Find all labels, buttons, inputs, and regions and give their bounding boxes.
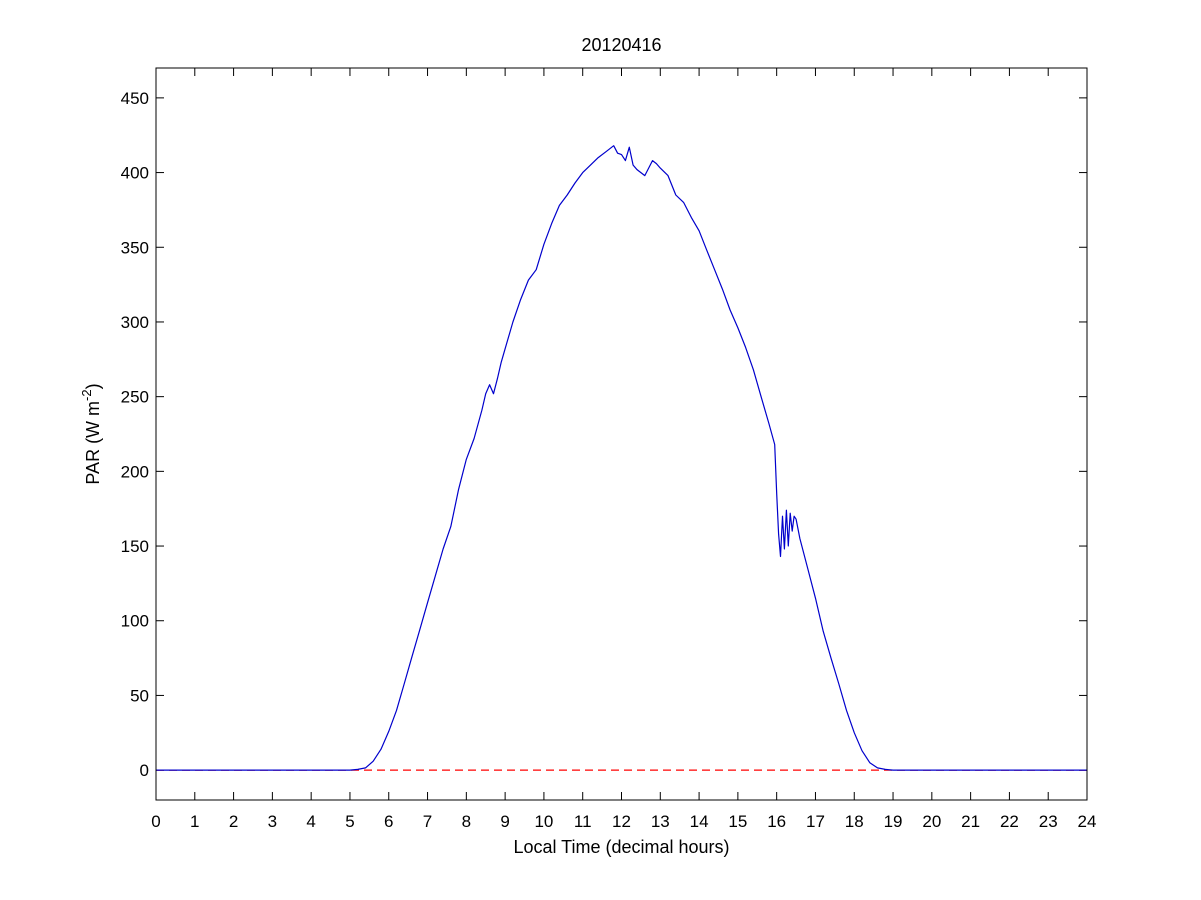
x-tick-label: 15 <box>728 812 747 831</box>
x-tick-label: 22 <box>1000 812 1019 831</box>
x-tick-label: 6 <box>384 812 393 831</box>
x-tick-label: 24 <box>1078 812 1097 831</box>
plot-area <box>156 68 1087 800</box>
x-tick-label: 5 <box>345 812 354 831</box>
y-tick-label: 200 <box>121 462 149 481</box>
y-tick-label: 350 <box>121 238 149 257</box>
y-tick-label: 50 <box>130 686 149 705</box>
x-tick-label: 10 <box>534 812 553 831</box>
x-tick-label: 18 <box>845 812 864 831</box>
x-tick-label: 2 <box>229 812 238 831</box>
y-tick-label: 300 <box>121 313 149 332</box>
x-tick-label: 0 <box>151 812 160 831</box>
x-tick-label: 13 <box>651 812 670 831</box>
par-series-line <box>156 145 1087 771</box>
x-tick-label: 3 <box>268 812 277 831</box>
y-axis-label-superscript: -2 <box>79 389 94 401</box>
ticks-layer: 0 1 2 3 4 5 6 7 8 9 10 11 12 13 14 15 16 17 18 19 20 21 22 23 24… <box>121 68 1097 831</box>
y-tick-label: 450 <box>121 89 149 108</box>
y-tick-label: 400 <box>121 164 149 183</box>
y-axis-label: PAR (W m-2) <box>79 383 103 484</box>
x-tick-label: 11 <box>574 812 592 831</box>
x-tick-label: 7 <box>423 812 432 831</box>
x-tick-label: 4 <box>306 812 315 831</box>
x-tick-label: 23 <box>1039 812 1058 831</box>
series-layer <box>156 145 1087 771</box>
x-tick-label: 17 <box>806 812 825 831</box>
x-tick-label: 19 <box>884 812 903 831</box>
y-tick-label: 250 <box>121 388 149 407</box>
x-tick-label: 1 <box>190 812 199 831</box>
y-tick-label: 100 <box>121 612 149 631</box>
y-tick-label: 0 <box>140 761 149 780</box>
x-tick-label: 20 <box>922 812 941 831</box>
x-tick-label: 21 <box>961 812 980 831</box>
x-tick-label: 14 <box>690 812 709 831</box>
x-tick-label: 16 <box>767 812 786 831</box>
x-axis-label: Local Time (decimal hours) <box>513 837 729 857</box>
axes-box <box>155 67 1088 801</box>
y-tick-label: 150 <box>121 537 149 556</box>
x-tick-label: 8 <box>462 812 471 831</box>
x-tick-label: 12 <box>612 812 631 831</box>
chart-title: 20120416 <box>581 35 661 55</box>
y-axis-label-prefix: PAR (W m <box>83 401 103 485</box>
x-tick-label: 9 <box>500 812 509 831</box>
y-axis-label-suffix: ) <box>83 383 103 389</box>
